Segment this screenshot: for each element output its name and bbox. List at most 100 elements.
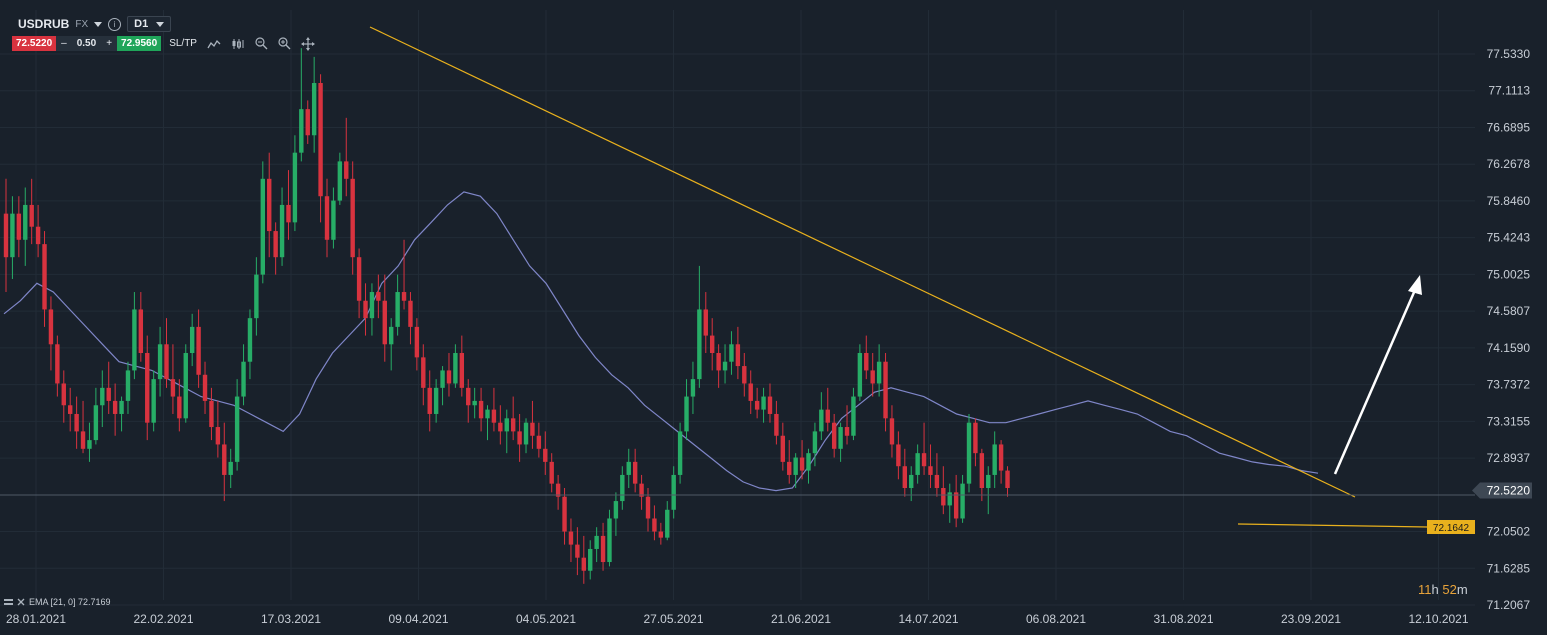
x-tick-label: 14.07.2021 (898, 612, 958, 626)
candle (138, 292, 144, 362)
buy-button[interactable]: 72.9560 (117, 36, 162, 51)
candle-body (729, 344, 734, 362)
candle (241, 344, 246, 406)
candle-body (600, 535, 606, 563)
candle (132, 292, 137, 380)
x-tick-label: 23.09.2021 (1281, 612, 1341, 626)
candle (864, 335, 869, 380)
candle-body (690, 379, 696, 397)
candle (55, 335, 60, 397)
candle (530, 400, 535, 449)
candle (228, 448, 233, 489)
candle-body (132, 309, 137, 371)
candle-body (125, 370, 131, 401)
candle (344, 117, 349, 197)
x-tick-label: 21.06.2021 (771, 612, 831, 626)
candle (421, 344, 426, 406)
candle (1005, 466, 1010, 497)
candle (523, 418, 529, 454)
candle (690, 361, 696, 414)
candle (74, 396, 79, 449)
candle (389, 318, 394, 371)
layers-icon[interactable] (4, 598, 13, 607)
y-tick-label: 73.3155 (1487, 414, 1531, 428)
candle (112, 383, 118, 436)
timeframe-dropdown-icon (156, 21, 165, 27)
candle (459, 335, 465, 397)
candle (395, 274, 400, 336)
candle (562, 488, 567, 545)
symbol-dropdown-icon[interactable] (94, 21, 103, 27)
candle (286, 170, 291, 240)
candlestick-icon[interactable] (231, 38, 245, 50)
candle (966, 413, 972, 493)
zoom-in-icon[interactable] (278, 37, 291, 50)
candle-body (472, 400, 477, 406)
candles (3, 48, 1010, 584)
candle-body (620, 474, 625, 502)
candle-body (767, 396, 773, 414)
candle-body (151, 379, 156, 423)
ema-polyline (3, 191, 1319, 492)
candle (902, 448, 907, 497)
candle (145, 335, 150, 441)
sell-button[interactable]: 72.5220 (12, 36, 57, 51)
candle-body (80, 431, 86, 449)
candle-body (510, 418, 516, 432)
candle (414, 318, 420, 371)
crosshair-move-icon[interactable] (300, 36, 315, 51)
candle-body (774, 413, 779, 436)
trendline-resistance[interactable] (369, 26, 1356, 498)
candle-body (921, 453, 927, 467)
candle (3, 178, 9, 293)
support-line[interactable] (1237, 523, 1429, 528)
candle-body (401, 292, 407, 301)
volume-input[interactable]: 0.50 (76, 38, 97, 49)
candle (742, 353, 747, 397)
candle-body (607, 518, 612, 563)
x-tick-label: 27.05.2021 (643, 612, 703, 626)
candle-body (228, 461, 233, 475)
candle (485, 405, 490, 441)
candle (819, 392, 824, 441)
candle (665, 501, 670, 541)
candle (806, 448, 811, 484)
candle-body (883, 361, 888, 419)
candle (48, 296, 54, 371)
breakout-arrow-head (1408, 275, 1422, 295)
sltp-button[interactable]: SL/TP (169, 38, 197, 49)
candle (401, 239, 407, 310)
volume-increase-button[interactable]: + (106, 38, 113, 49)
candle (934, 453, 940, 497)
y-tick-label: 71.2067 (1487, 598, 1531, 612)
volume-decrease-button[interactable]: – (61, 38, 67, 49)
candle-body (382, 300, 387, 345)
candle (883, 353, 888, 432)
symbol-name[interactable]: USDRUB (18, 17, 70, 31)
line-chart-icon[interactable] (207, 38, 221, 50)
candle-body (279, 204, 285, 258)
info-icon[interactable]: i (108, 17, 122, 31)
candle (196, 309, 201, 388)
candle (440, 366, 445, 406)
candle-body (363, 300, 368, 319)
candle (799, 440, 805, 480)
candle-body (536, 435, 542, 449)
candle-body (979, 453, 985, 489)
candle-body (953, 492, 959, 519)
close-icon[interactable] (17, 598, 25, 606)
candle-body (350, 178, 355, 258)
candle-body (761, 396, 766, 410)
candle (478, 387, 484, 432)
timeframe-select[interactable]: D1 (127, 16, 172, 32)
zoom-out-icon[interactable] (255, 37, 268, 50)
y-tick-label: 74.5807 (1487, 304, 1531, 318)
drawings (0, 26, 1475, 528)
candle-body (485, 409, 490, 419)
candle (222, 422, 227, 502)
candle-body (1005, 470, 1010, 489)
candle (183, 344, 188, 423)
candle (324, 178, 330, 258)
candle (267, 152, 272, 258)
